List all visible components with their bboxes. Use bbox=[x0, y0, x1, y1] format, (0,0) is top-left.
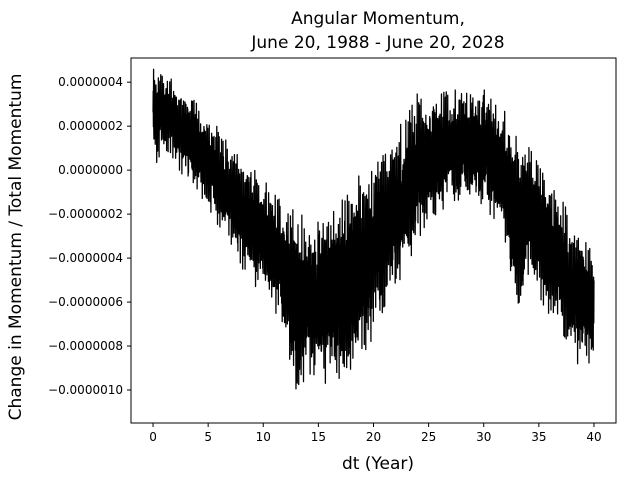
y-tick-label: 0.0000002 bbox=[58, 119, 123, 133]
x-axis-ticks: 0 5 10 15 20 25 30 35 40 bbox=[149, 423, 602, 444]
x-tick-label: 30 bbox=[476, 430, 491, 444]
chart-title: Angular Momentum, bbox=[291, 9, 465, 29]
x-tick-label: 20 bbox=[366, 430, 381, 444]
y-tick-label: −0.0000006 bbox=[48, 295, 123, 309]
x-tick-label: 15 bbox=[311, 430, 326, 444]
plot-frame bbox=[130, 57, 617, 424]
x-tick-label: 0 bbox=[149, 430, 157, 444]
chart-subtitle: June 20, 1988 - June 20, 2028 bbox=[250, 33, 504, 53]
x-tick-label: 40 bbox=[586, 430, 601, 444]
series-line-momentum bbox=[152, 68, 595, 390]
y-tick-label: −0.0000004 bbox=[48, 251, 123, 265]
x-tick-label: 5 bbox=[204, 430, 212, 444]
y-tick-label: 0.0000004 bbox=[58, 75, 123, 89]
y-axis-label: Change in Momentum / Total Momentum bbox=[6, 74, 26, 421]
x-axis-label: dt (Year) bbox=[342, 454, 414, 474]
y-tick-label: −0.0000010 bbox=[48, 383, 123, 397]
y-tick-label: −0.0000008 bbox=[48, 339, 123, 353]
x-tick-label: 35 bbox=[531, 430, 546, 444]
y-axis-ticks: −0.0000010 −0.0000008 −0.0000006 −0.0000004… bbox=[48, 75, 131, 397]
x-tick-label: 10 bbox=[256, 430, 271, 444]
y-tick-label: 0.0000000 bbox=[58, 163, 123, 177]
y-tick-label: −0.0000002 bbox=[48, 207, 123, 221]
x-tick-label: 25 bbox=[421, 430, 436, 444]
